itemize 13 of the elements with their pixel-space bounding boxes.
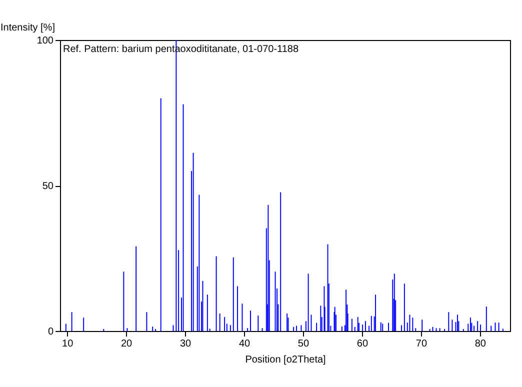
- x-tick-label: 30: [180, 338, 192, 350]
- y-tick-label: 0: [48, 326, 54, 338]
- x-axis-title: Position [o2Theta]: [245, 354, 326, 366]
- x-tick-label: 10: [62, 338, 74, 350]
- y-axis-title: Intensity [%]: [0, 22, 56, 34]
- x-tick-label: 60: [356, 338, 368, 350]
- y-tick-label: 50: [42, 181, 54, 192]
- x-tick-label: 80: [474, 338, 486, 350]
- y-tick-label: 100: [36, 36, 54, 46]
- x-tick-label: 20: [120, 338, 133, 350]
- x-tick-label: 50: [298, 338, 310, 350]
- x-tick-label: 70: [416, 338, 428, 350]
- x-tick-label: 40: [238, 338, 251, 350]
